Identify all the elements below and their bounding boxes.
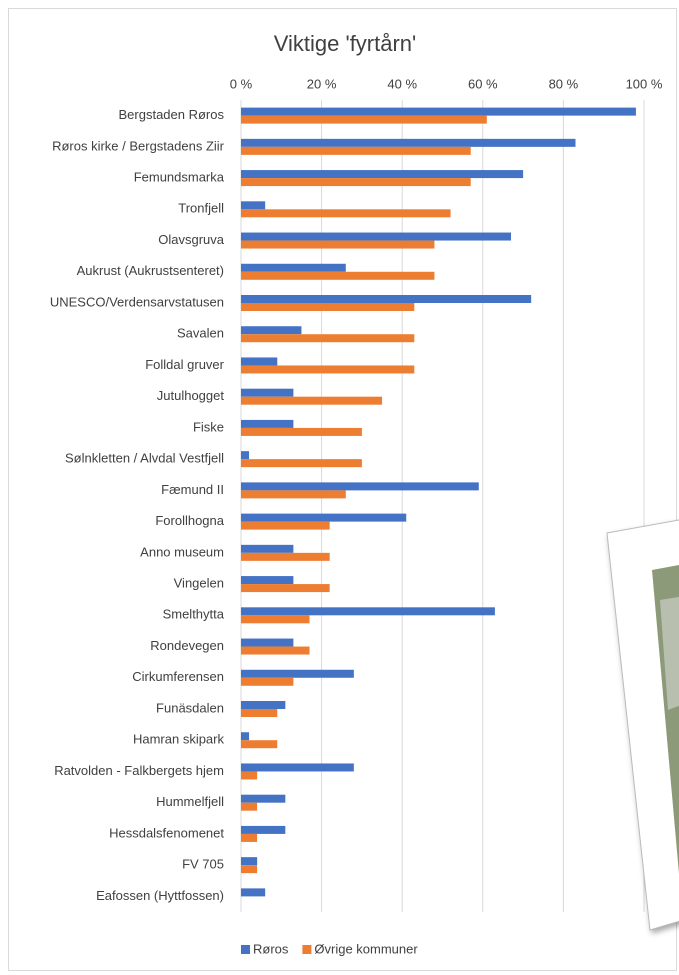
bar	[241, 396, 383, 405]
x-tick-label: 60 %	[468, 76, 498, 91]
photo	[606, 519, 679, 931]
bar	[241, 490, 346, 499]
x-tick-label: 40 %	[387, 76, 417, 91]
bar	[241, 138, 576, 147]
bar	[241, 419, 294, 428]
bar	[241, 357, 278, 366]
bar	[241, 865, 258, 874]
bar	[241, 459, 362, 468]
y-tick-label: UNESCO/Verdensarvstatusen	[50, 294, 224, 309]
bar	[241, 732, 250, 741]
bar	[241, 763, 354, 772]
y-tick-label: FV 705	[182, 857, 224, 872]
y-tick-label: Fiske	[193, 419, 224, 434]
y-tick-label: Sølnkletten / Alvdal Vestfjell	[65, 451, 224, 466]
chart-title: Viktige 'fyrtårn'	[274, 31, 417, 56]
bar	[241, 334, 415, 343]
bar	[241, 107, 636, 116]
bar	[241, 709, 278, 717]
bar	[241, 365, 415, 374]
legend-label: Røros	[253, 941, 289, 956]
legend-swatch	[302, 945, 312, 954]
y-tick-label: Røros kirke / Bergstadens Ziir	[52, 138, 225, 153]
y-tick-label: Vingelen	[174, 576, 224, 591]
bar	[241, 740, 278, 749]
x-tick-label: 80 %	[549, 76, 579, 91]
bar	[241, 178, 471, 187]
bar	[241, 303, 415, 311]
bar	[241, 115, 487, 124]
y-tick-label: Hamran skipark	[133, 732, 225, 747]
y-tick-label: Anno museum	[140, 544, 224, 559]
y-tick-label: Jutulhogget	[157, 388, 225, 403]
bar	[241, 669, 354, 678]
bar	[241, 794, 286, 803]
bar	[241, 451, 250, 460]
y-tick-label: Folldal gruver	[145, 357, 224, 372]
y-tick-label: Hessdalsfenomenet	[109, 825, 224, 840]
bar	[241, 271, 435, 280]
bar	[241, 552, 330, 561]
bar	[241, 677, 294, 686]
x-tick-label: 100 %	[626, 76, 663, 91]
bar	[241, 833, 258, 842]
legend-swatch	[241, 945, 250, 954]
y-tick-label: Ratvolden - Falkbergets hjem	[54, 763, 224, 778]
y-tick-label: Funäsdalen	[156, 700, 224, 715]
y-tick-label: Smelthytta	[163, 607, 225, 622]
bar	[241, 646, 310, 655]
y-tick-label: Hummelfjell	[156, 794, 224, 809]
bar	[241, 615, 310, 624]
bar	[241, 802, 258, 811]
x-tick-label: 0 %	[230, 76, 253, 91]
bar	[241, 857, 258, 866]
y-tick-label: Olavsgruva	[158, 232, 225, 247]
bar	[241, 701, 286, 709]
y-tick-label: Forollhogna	[155, 513, 224, 528]
bar	[241, 638, 294, 647]
bar	[241, 607, 495, 616]
legend-label: Øvrige kommuner	[314, 941, 418, 956]
bar	[241, 170, 524, 179]
bar	[241, 513, 407, 522]
y-tick-label: Tronfjell	[178, 201, 224, 216]
bar	[241, 427, 362, 436]
bar	[241, 888, 266, 897]
y-tick-label: Rondevegen	[150, 638, 224, 653]
y-tick-label: Eafossen (Hyttfossen)	[96, 888, 224, 903]
bar	[241, 326, 302, 335]
bar	[241, 482, 479, 491]
bar	[241, 825, 286, 834]
y-tick-label: Aukrust (Aukrustsenteret)	[77, 263, 224, 278]
bar	[241, 388, 294, 397]
bar	[241, 263, 346, 272]
bar	[241, 544, 294, 553]
y-tick-label: Cirkumferensen	[132, 669, 224, 684]
bar	[241, 209, 451, 218]
bar	[241, 146, 471, 155]
bar	[241, 201, 266, 210]
bar	[241, 584, 330, 593]
bar	[241, 576, 294, 585]
bar	[241, 240, 435, 249]
y-tick-label: Bergstaden Røros	[119, 107, 225, 122]
photo-detail	[660, 596, 679, 710]
bar	[241, 521, 330, 530]
plot-area: 0 % 20 % 40 % 60 % 80 % 100 % Bergstaden Røros…	[50, 76, 663, 956]
y-tick-label: Savalen	[177, 326, 224, 341]
x-tick-label: 20 %	[307, 76, 337, 91]
y-tick-label: Femundsmarka	[134, 170, 225, 185]
y-tick-label: Fæmund II	[161, 482, 224, 497]
bar	[241, 771, 258, 780]
bar	[241, 295, 532, 303]
bar	[241, 232, 512, 241]
